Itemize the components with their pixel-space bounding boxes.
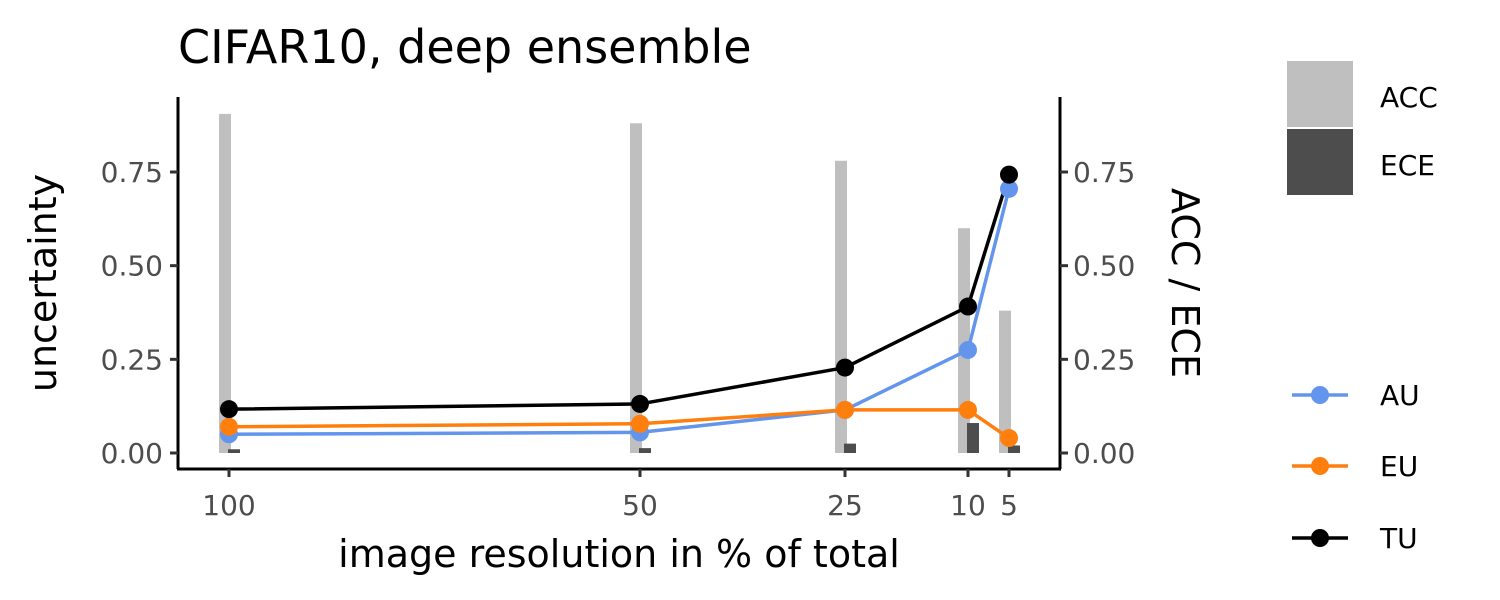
x-tick-label: 100 [202, 489, 255, 522]
acc-bar [835, 160, 847, 453]
eu-point [836, 400, 854, 419]
ece-legend-label: ECE [1380, 149, 1435, 182]
acc-legend-label: ACC [1380, 81, 1438, 114]
ece-bar [844, 443, 856, 453]
line-layer [228, 174, 1011, 440]
x-tick-label: 5 [1000, 489, 1018, 522]
y-axis-title: uncertainty [21, 174, 65, 392]
y2-axis-title: ACC / ECE [1163, 188, 1207, 378]
x-tick-label: 50 [622, 489, 658, 522]
chart-title: CIFAR10, deep ensemble [178, 20, 752, 74]
tu-series-line [228, 174, 1011, 411]
y2-tick-label: 0.50 [1073, 250, 1135, 283]
acc-bar [999, 310, 1011, 453]
eu-legend-marker [1311, 457, 1329, 475]
tu-legend-label: TU [1379, 522, 1418, 555]
au-legend-marker [1311, 386, 1329, 404]
tick-layer: 0.00 0.25 0.50 0.75 0.00 0.25 0.50 0.75 100 50 25 1… [101, 156, 1136, 522]
acc-bar [219, 113, 231, 453]
eu-point [631, 414, 649, 433]
y-tick-label: 0.75 [101, 156, 163, 189]
tu-point [220, 400, 238, 419]
x-tick-label: 25 [827, 489, 863, 522]
ece-bar [228, 449, 240, 453]
y2-tick-label: 0.25 [1073, 343, 1135, 376]
point-layer [220, 165, 1018, 448]
tu-point [1000, 165, 1018, 184]
tu-point [836, 358, 854, 377]
bar-layer [219, 113, 1020, 453]
acc-bar [630, 123, 642, 453]
ece-legend-key [1287, 129, 1353, 195]
ece-bar [1008, 445, 1020, 453]
x-tick-label: 10 [950, 489, 986, 522]
y-tick-label: 0.25 [101, 343, 163, 376]
tu-legend-marker [1311, 529, 1329, 547]
acc-bar [958, 228, 970, 453]
ece-bar [967, 423, 979, 453]
y-tick-label: 0.00 [101, 437, 163, 470]
legend: ACC ECE AU EU TU [1287, 61, 1438, 555]
ece-bar [639, 448, 651, 453]
eu-point [220, 417, 238, 436]
eu-point [1000, 429, 1018, 448]
eu-point [959, 400, 977, 419]
x-axis-title: image resolution in % of total [338, 532, 900, 576]
au-series-line [228, 188, 1011, 437]
tu-point [631, 394, 649, 413]
y2-tick-label: 0.00 [1073, 437, 1135, 470]
y2-tick-label: 0.75 [1073, 156, 1135, 189]
acc-legend-key [1287, 61, 1353, 127]
tu-point [959, 297, 977, 316]
au-point [1000, 179, 1018, 198]
au-legend-label: AU [1380, 379, 1420, 412]
y-tick-label: 0.50 [101, 250, 163, 283]
au-point [959, 340, 977, 359]
eu-legend-label: EU [1380, 450, 1418, 483]
